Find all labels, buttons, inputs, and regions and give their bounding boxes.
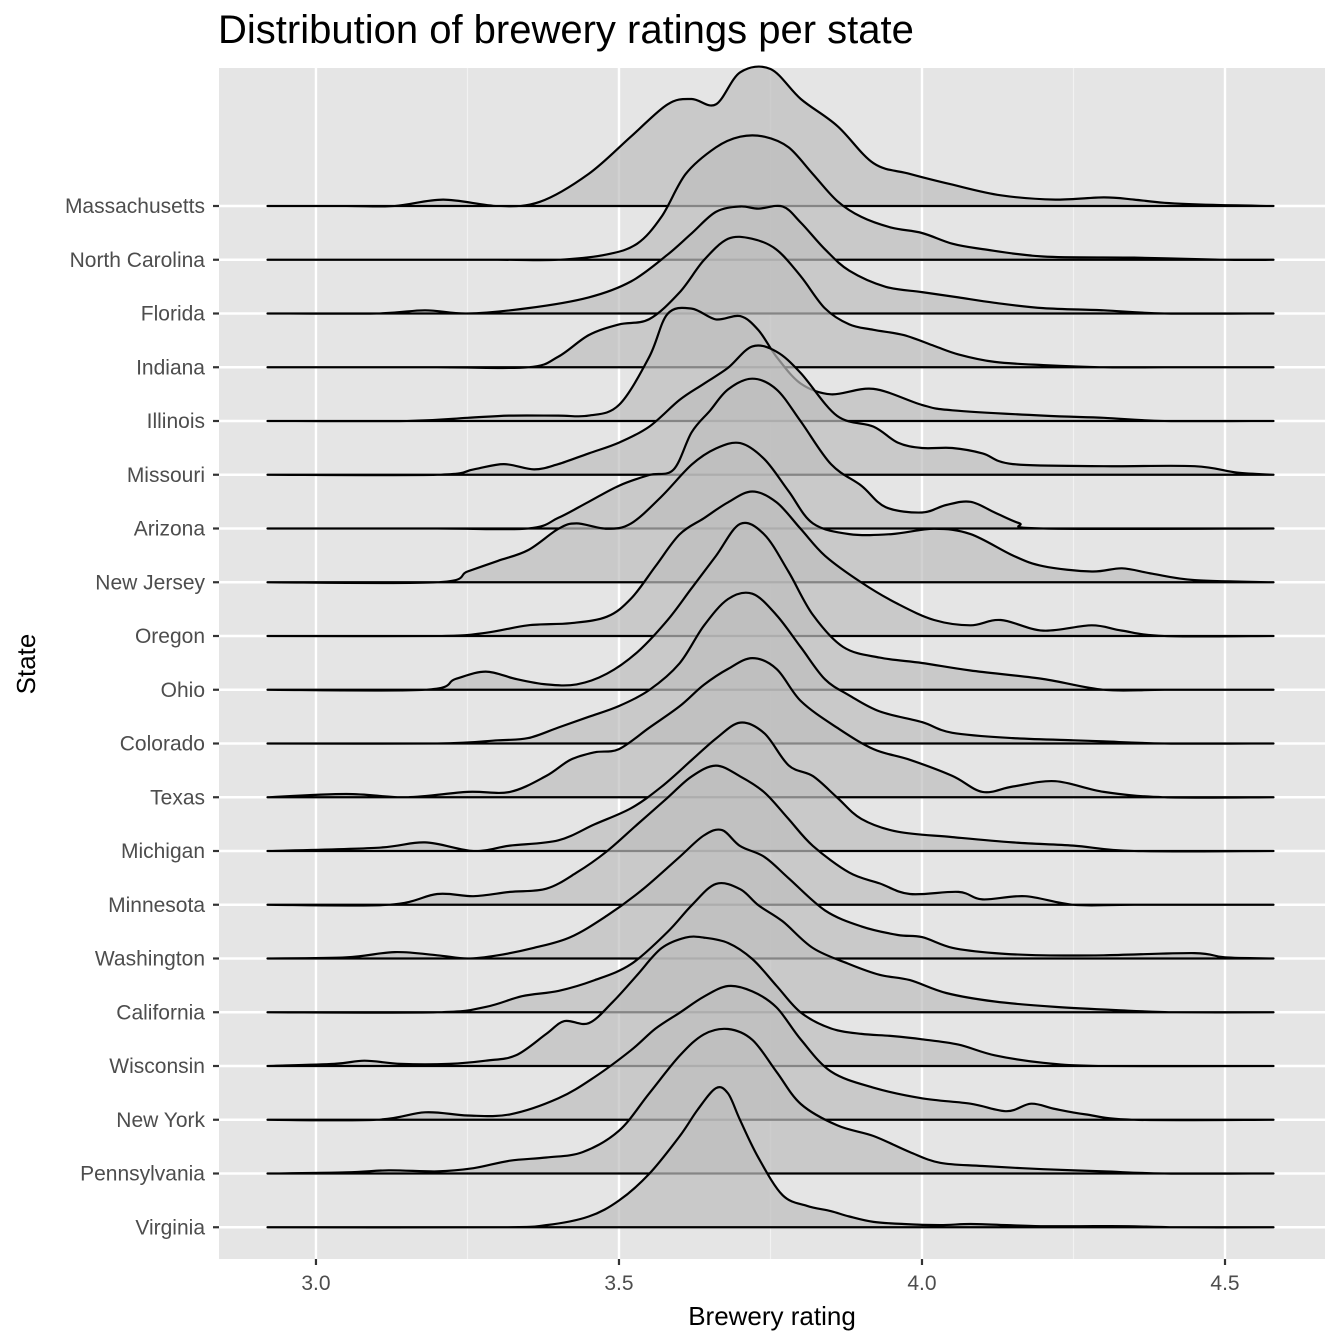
y-tick-label: Wisconsin	[109, 1055, 205, 1078]
x-axis: 3.0 3.5 4.0 4.5	[301, 1259, 1240, 1295]
y-tick-label: Illinois	[147, 410, 205, 433]
y-tick-label: Missouri	[127, 464, 205, 487]
ridge-massachusetts	[266, 65, 1275, 208]
y-tick-label: Arizona	[134, 518, 206, 541]
y-tick-label: Indiana	[136, 356, 205, 379]
y-tick-label: Virginia	[135, 1216, 205, 1239]
ridge-michigan	[266, 721, 1275, 853]
y-tick-label: New Jersey	[95, 571, 205, 594]
x-tick-label: 3.0	[301, 1272, 330, 1295]
y-tick-label: Michigan	[121, 840, 205, 863]
y-axis-title: State	[11, 634, 41, 695]
ridge-arizona	[266, 377, 1275, 531]
ridge-california	[266, 881, 1275, 1014]
x-tick-label: 3.5	[604, 1272, 633, 1295]
ridge-minnesota	[266, 764, 1275, 907]
y-tick-label: Ohio	[161, 679, 205, 702]
y-tick-label: Colorado	[120, 733, 205, 756]
y-tick-label: Texas	[150, 786, 205, 809]
y-tick-label: California	[116, 1001, 205, 1024]
ridge-washington	[266, 828, 1275, 960]
ridge-north-carolina	[266, 134, 1275, 262]
ridge-pennsylvania	[266, 1027, 1275, 1175]
x-axis-title: Brewery rating	[688, 1301, 856, 1331]
y-tick-label: Pennsylvania	[80, 1163, 205, 1186]
x-tick-label: 4.0	[907, 1272, 936, 1295]
y-tick-label: Massachusetts	[65, 195, 205, 218]
density-ridges	[266, 65, 1275, 1229]
y-tick-label: Minnesota	[108, 894, 205, 917]
y-tick-label: New York	[116, 1109, 205, 1132]
ridge-virginia	[266, 1086, 1275, 1229]
y-tick-label: North Carolina	[70, 249, 206, 272]
ridge-texas	[266, 657, 1275, 799]
y-tick-label: Oregon	[135, 625, 205, 648]
ridge-indiana	[266, 235, 1275, 370]
y-axis: Massachusetts North Carolina Florida Indian…	[65, 195, 219, 1239]
x-tick-label: 4.5	[1210, 1272, 1239, 1295]
ridge-ohio	[266, 521, 1275, 692]
chart-title: Distribution of brewery ratings per stat…	[218, 8, 914, 52]
y-tick-label: Washington	[95, 948, 205, 971]
y-tick-label: Florida	[141, 303, 206, 326]
ridge-new-york	[266, 984, 1275, 1122]
